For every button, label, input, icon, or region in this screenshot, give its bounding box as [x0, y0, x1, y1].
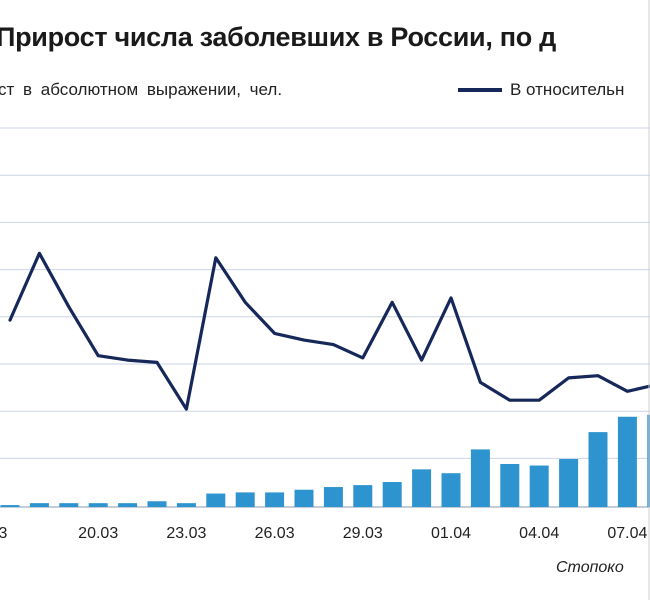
x-tick-label: 20.03	[78, 525, 118, 542]
bar	[323, 487, 343, 507]
legend-line-swatch	[458, 87, 502, 92]
bar	[588, 432, 608, 507]
bar	[88, 503, 108, 507]
bar	[441, 473, 461, 507]
bar	[529, 465, 549, 507]
bar	[147, 501, 167, 507]
bar	[235, 492, 255, 507]
legend-relative: В относительн	[458, 80, 624, 100]
bar	[59, 503, 79, 507]
bar	[265, 492, 285, 507]
bar	[353, 485, 373, 507]
x-tick-label: 07.04	[607, 525, 647, 542]
legend-absolute-label: ст в абсолютном выражении, чел.	[0, 80, 283, 99]
x-tick-label: 23.03	[166, 525, 206, 542]
x-tick-label: 29.03	[343, 525, 383, 542]
bar	[617, 416, 637, 507]
bar	[559, 459, 579, 507]
source-note: Стопоко	[556, 559, 624, 576]
bar	[470, 449, 490, 507]
legend-relative-label: В относительн	[510, 80, 625, 99]
bar	[118, 503, 138, 507]
x-tick-label: 04.04	[519, 525, 559, 542]
x-tick-label: 26.03	[255, 525, 295, 542]
x-tick-label: 01.04	[431, 525, 471, 542]
bar	[294, 489, 314, 507]
bar	[500, 463, 520, 507]
x-tick-label: 3	[0, 525, 8, 542]
bar	[206, 493, 226, 507]
series-line	[8, 251, 650, 411]
bar	[0, 505, 20, 507]
bar	[412, 469, 432, 507]
chart-title: Прирост числа заболевших в России, по д	[0, 22, 556, 52]
bar	[382, 482, 402, 507]
bar	[176, 503, 196, 507]
bar	[29, 503, 49, 507]
